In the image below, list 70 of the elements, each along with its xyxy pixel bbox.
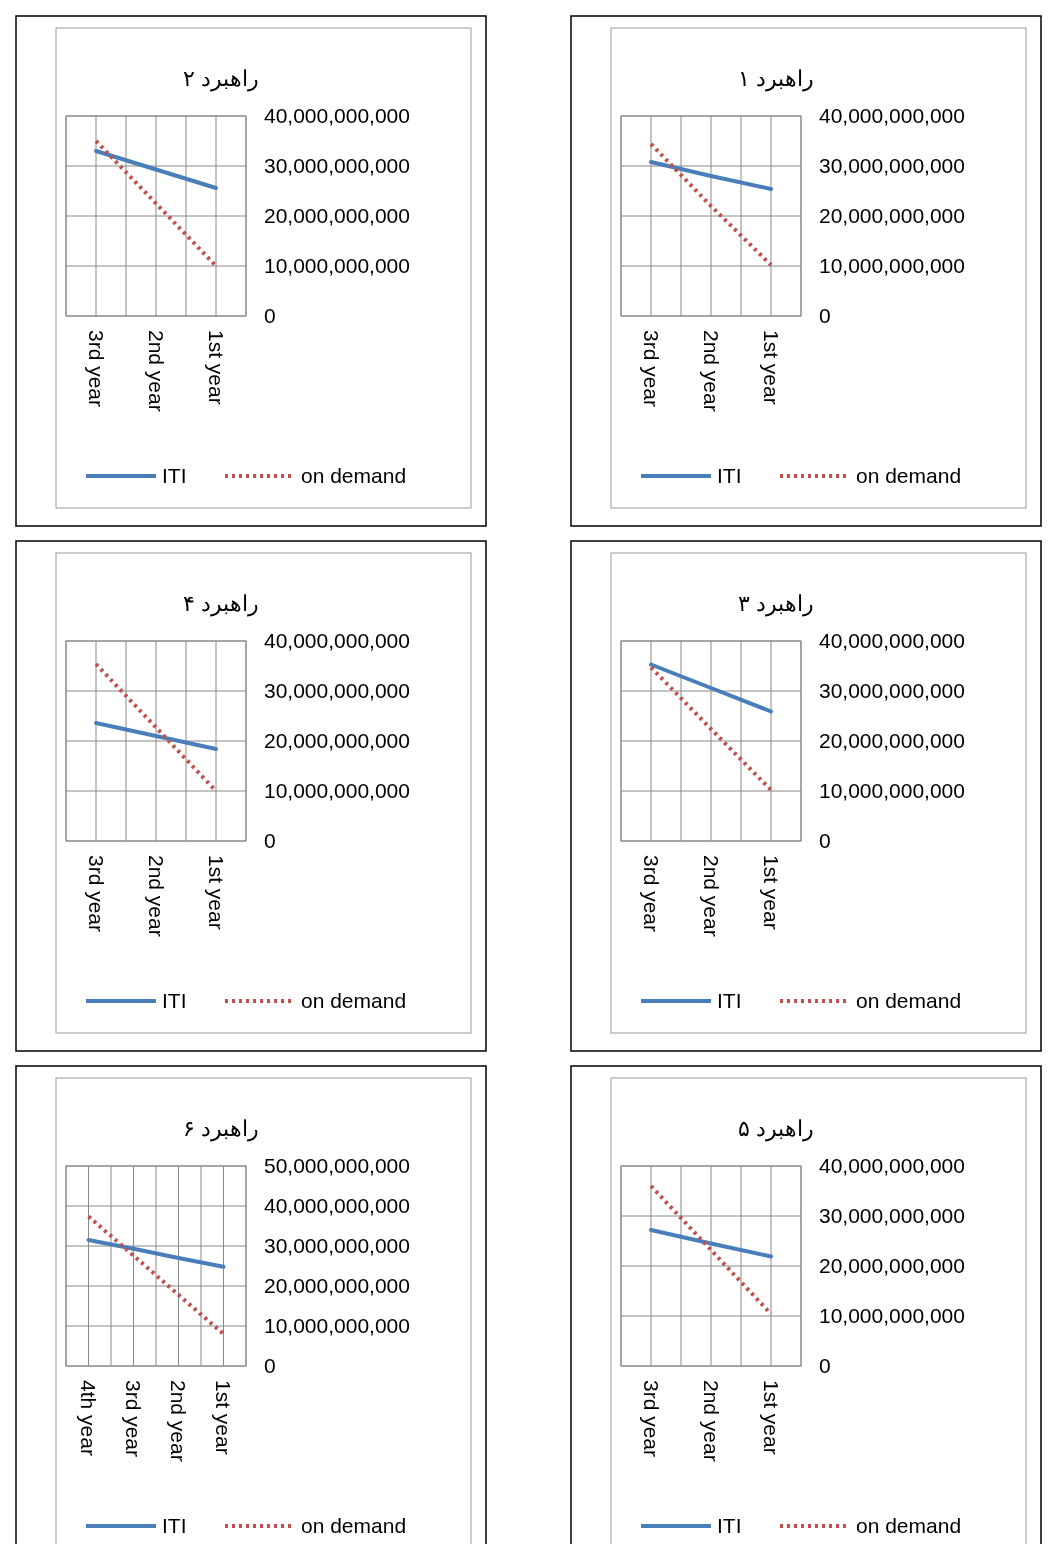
y-tick-label: 20,000,000,000 [264,1274,410,1298]
chart-title: راهبرد ۵ [737,1116,815,1142]
y-tick-label: 20,000,000,000 [819,1254,965,1278]
line-series [86,1238,226,1269]
y-tick-label: 20,000,000,000 [819,204,965,228]
x-tick-label: 1st year [204,330,228,405]
y-tick-label: 0 [819,304,831,328]
legend-label: on demand [301,989,407,1013]
x-tick-label: 1st year [204,855,228,930]
legend-label: on demand [856,989,962,1013]
y-tick-label: 0 [264,304,276,328]
y-tick-label: 20,000,000,000 [264,204,410,228]
legend-label: on demand [856,464,962,488]
chart-title: راهبرد ۶ [182,1116,260,1142]
y-tick-label: 0 [264,1354,276,1378]
x-tick-label: 3rd year [84,855,108,933]
legend-label: on demand [301,1514,407,1538]
y-tick-label: 30,000,000,000 [819,1204,965,1228]
x-tick-label: 3rd year [639,330,663,408]
y-tick-label: 10,000,000,000 [264,779,410,803]
y-tick-label: 40,000,000,000 [819,629,965,653]
x-tick-label: 3rd year [639,1380,663,1458]
x-tick-label: 1st year [759,855,783,930]
y-tick-label: 30,000,000,000 [819,154,965,178]
y-tick-label: 0 [819,829,831,853]
x-tick-label: 1st year [759,1380,783,1455]
x-tick-label: 2nd year [699,330,723,412]
legend-label: ITI [717,989,742,1013]
y-tick-label: 40,000,000,000 [819,104,965,128]
y-tick-label: 30,000,000,000 [264,1234,410,1258]
y-tick-label: 30,000,000,000 [264,679,410,703]
chart-title: راهبرد ۳ [737,591,815,617]
y-tick-label: 20,000,000,000 [819,729,965,753]
x-tick-label: 3rd year [122,1380,146,1458]
x-tick-label: 2nd year [144,855,168,937]
line-series [86,1214,226,1336]
legend-label: on demand [856,1514,962,1538]
x-tick-label: 4th year [77,1380,101,1456]
legend-label: ITI [162,1514,187,1538]
y-tick-label: 30,000,000,000 [264,154,410,178]
y-tick-label: 40,000,000,000 [264,104,410,128]
y-tick-label: 40,000,000,000 [264,1194,410,1218]
x-tick-label: 2nd year [699,855,723,937]
y-tick-label: 40,000,000,000 [264,629,410,653]
legend-label: ITI [162,464,187,488]
chart-title: راهبرد ۲ [182,66,260,92]
y-tick-label: 0 [264,829,276,853]
x-tick-label: 2nd year [167,1380,191,1462]
x-tick-label: 1st year [212,1380,236,1455]
x-tick-label: 1st year [759,330,783,405]
y-tick-label: 10,000,000,000 [819,779,965,803]
legend-label: ITI [162,989,187,1013]
y-tick-label: 50,000,000,000 [264,1154,410,1178]
x-tick-label: 3rd year [639,855,663,933]
legend-label: ITI [717,464,742,488]
y-tick-label: 30,000,000,000 [819,679,965,703]
x-tick-label: 3rd year [84,330,108,408]
y-tick-label: 10,000,000,000 [264,254,410,278]
legend-label: on demand [301,464,407,488]
y-tick-label: 20,000,000,000 [264,729,410,753]
legend-label: ITI [717,1514,742,1538]
y-tick-label: 40,000,000,000 [819,1154,965,1178]
x-tick-label: 2nd year [699,1380,723,1462]
y-tick-label: 10,000,000,000 [819,1304,965,1328]
chart-title: راهبرد ۴ [182,591,260,617]
chart-title: راهبرد ۱ [737,66,815,92]
x-tick-label: 2nd year [144,330,168,412]
y-tick-label: 10,000,000,000 [819,254,965,278]
y-tick-label: 0 [819,1354,831,1378]
y-tick-label: 10,000,000,000 [264,1314,410,1338]
